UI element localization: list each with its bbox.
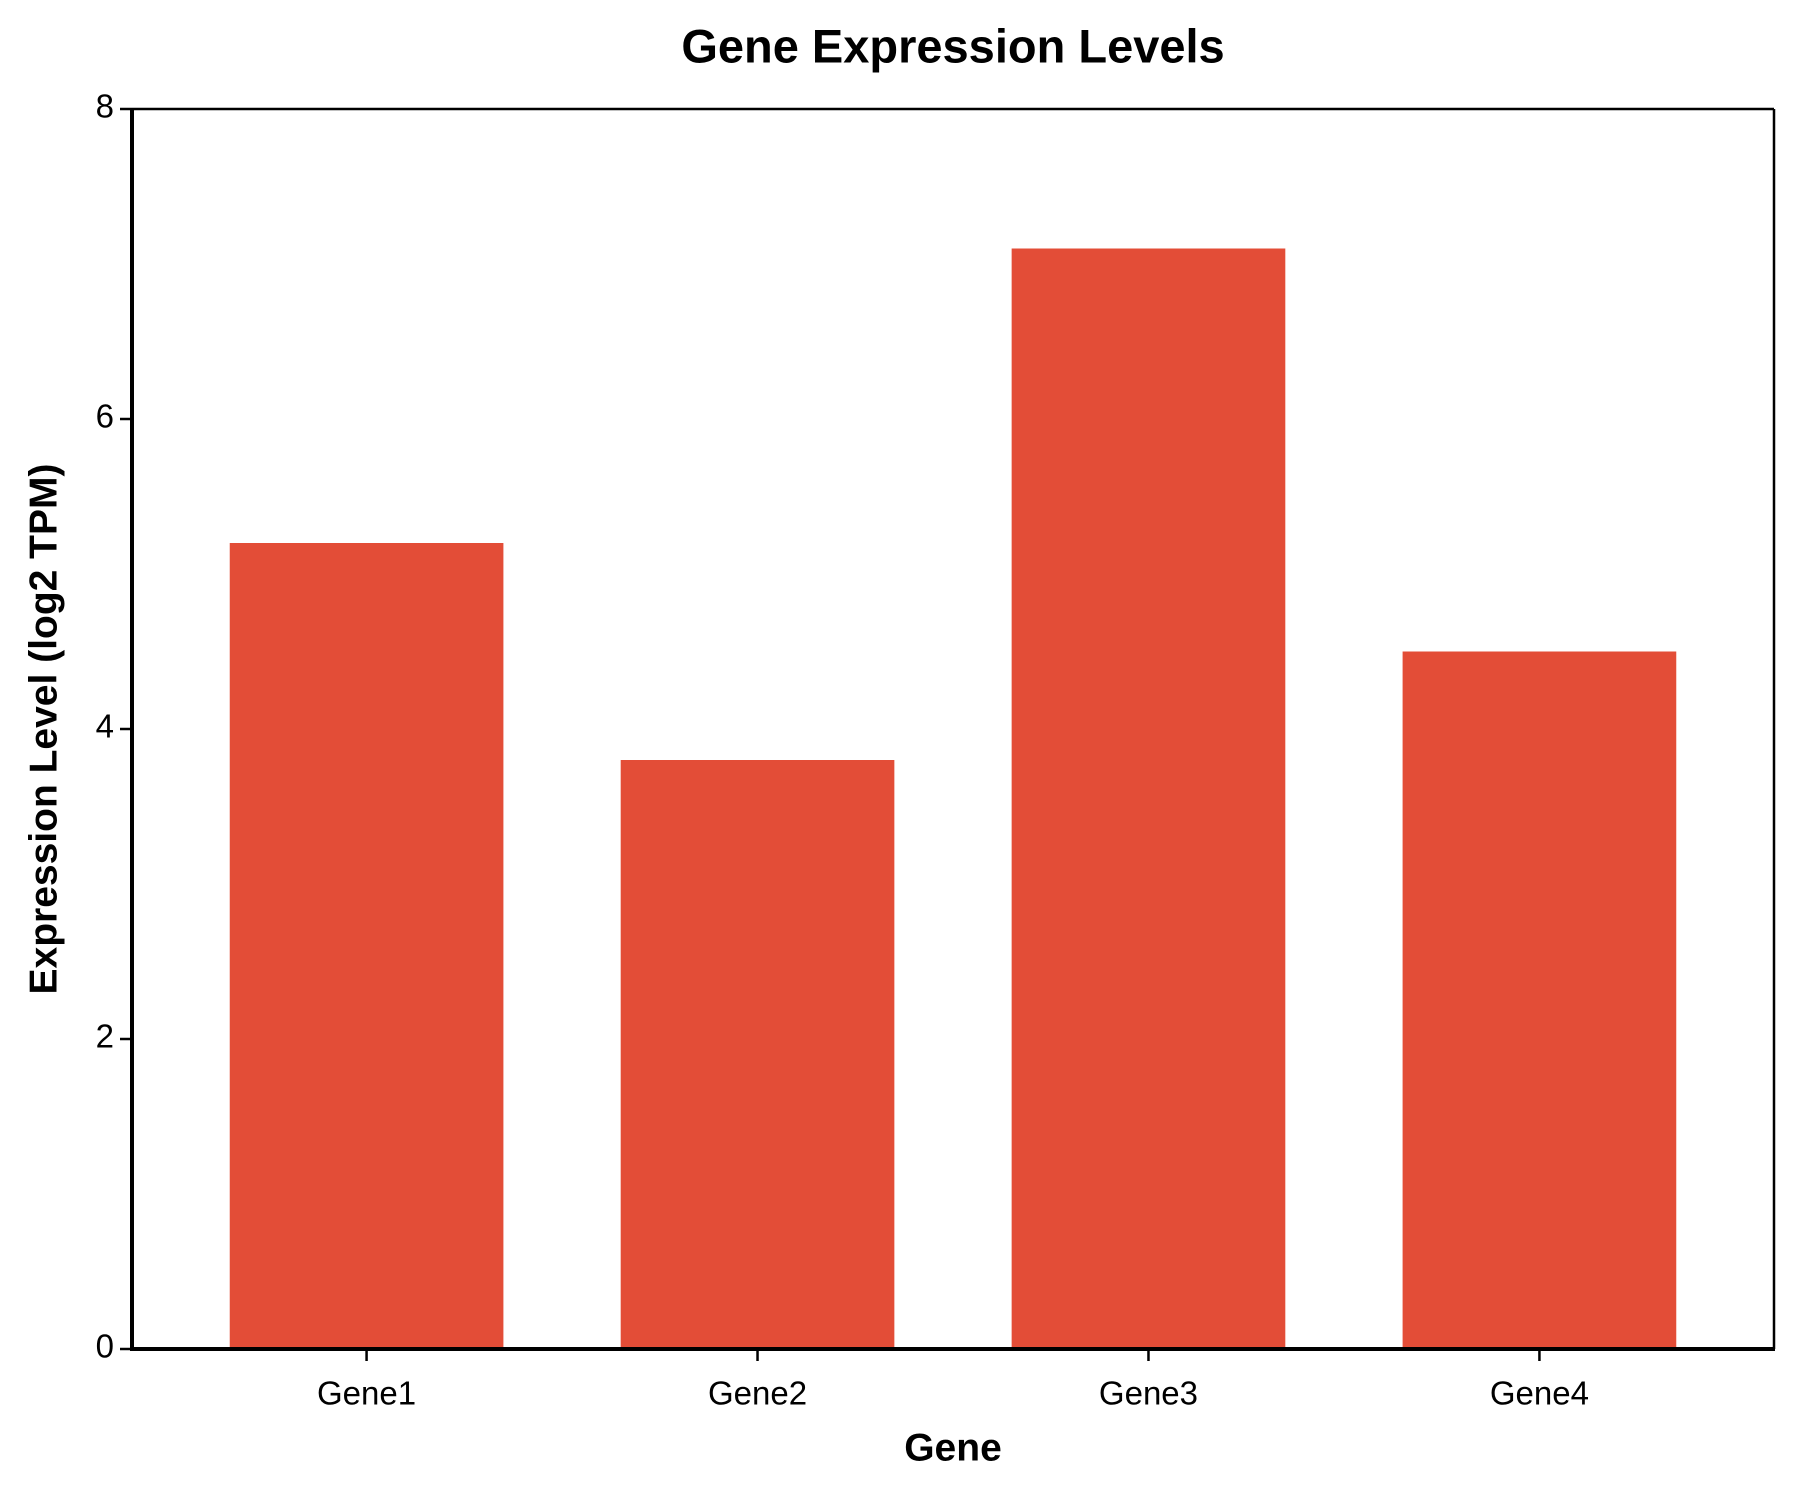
y-tick-label: 6 xyxy=(96,398,114,435)
x-tick-label: Gene1 xyxy=(317,1375,416,1412)
x-axis-label: Gene xyxy=(904,1426,1002,1469)
x-tick-label: Gene2 xyxy=(708,1375,807,1412)
y-tick-label: 0 xyxy=(96,1328,114,1365)
x-tick-label: Gene3 xyxy=(1099,1375,1198,1412)
bar xyxy=(229,543,504,1349)
y-axis-label: Expression Level (log2 TPM) xyxy=(22,464,65,995)
bar xyxy=(620,760,895,1349)
bar xyxy=(1402,651,1677,1349)
y-tick-label: 4 xyxy=(96,708,114,745)
bar xyxy=(1011,248,1286,1349)
x-tick-label: Gene4 xyxy=(1490,1375,1589,1412)
y-tick-label: 2 xyxy=(96,1018,114,1055)
chart-title: Gene Expression Levels xyxy=(681,19,1224,72)
y-tick-label: 8 xyxy=(96,88,114,125)
